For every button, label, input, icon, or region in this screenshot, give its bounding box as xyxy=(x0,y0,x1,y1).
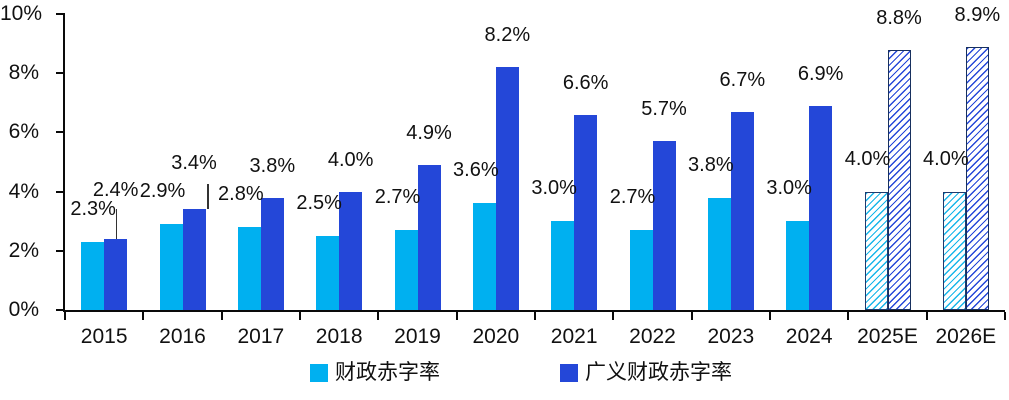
x-axis-tick xyxy=(1004,312,1006,320)
x-axis-label-2018: 2018 xyxy=(315,325,363,348)
x-axis-line xyxy=(63,310,1005,312)
x-axis-label-2021: 2021 xyxy=(550,325,598,348)
y-axis-tick xyxy=(56,249,65,252)
x-axis-tick xyxy=(142,312,145,320)
value-label-deficit-2020: 3.6% xyxy=(453,159,499,182)
x-axis-tick xyxy=(299,312,301,320)
bar-deficit-2015 xyxy=(81,241,105,310)
bar-broad-deficit-2025E xyxy=(887,49,911,310)
bar-broad-deficit-2015 xyxy=(104,238,128,310)
value-label-deficit-2024: 3.0% xyxy=(766,177,812,200)
bar-broad-deficit-2024 xyxy=(809,105,833,310)
bar-broad-deficit-2021 xyxy=(574,114,598,310)
bar-deficit-2018 xyxy=(316,236,340,310)
bar-deficit-2024 xyxy=(786,221,810,310)
x-axis-tick xyxy=(847,312,850,320)
value-label-deficit-2023: 3.8% xyxy=(688,153,734,176)
x-axis-tick xyxy=(220,312,223,320)
bar-deficit-2019 xyxy=(394,230,418,310)
y-axis-tick-label: 2% xyxy=(8,238,39,262)
bar-broad-deficit-2023 xyxy=(730,111,754,310)
legend-swatch-deficit xyxy=(310,364,328,382)
y-axis-tick-label: 10% xyxy=(0,2,43,25)
x-axis-label-2023: 2023 xyxy=(707,325,755,348)
value-label-broad-deficit-2016: 3.4% xyxy=(171,152,217,175)
x-axis-tick xyxy=(377,312,380,320)
value-label-broad-deficit-2026E: 8.9% xyxy=(954,3,1001,26)
y-axis-tick-label: 4% xyxy=(8,179,39,203)
value-label-deficit-2016: 2.9% xyxy=(139,180,186,203)
x-axis-tick xyxy=(925,312,928,320)
legend-swatch-broad-deficit xyxy=(560,364,578,382)
bar-broad-deficit-2016 xyxy=(182,209,206,310)
bar-deficit-2025E xyxy=(864,191,888,310)
y-axis-tick xyxy=(56,131,65,134)
value-label-deficit-2017: 2.8% xyxy=(218,183,264,206)
value-label-broad-deficit-2021: 6.6% xyxy=(562,71,609,94)
x-axis-label-2022: 2022 xyxy=(629,325,676,348)
y-axis-tick xyxy=(56,72,65,75)
bar-deficit-2022 xyxy=(629,230,653,310)
value-label-deficit-2018: 2.5% xyxy=(296,192,342,214)
bar-deficit-2017 xyxy=(237,227,261,310)
value-label-broad-deficit-2017: 3.8% xyxy=(249,154,296,177)
bar-deficit-2021 xyxy=(551,221,575,310)
x-axis-label-2026E: 2026E xyxy=(935,325,997,348)
label-leader-line-2016 xyxy=(207,184,209,210)
value-label-broad-deficit-2015: 2.4% xyxy=(92,178,139,201)
value-label-broad-deficit-2024: 6.9% xyxy=(797,62,844,85)
value-label-broad-deficit-2018: 4.0% xyxy=(327,148,374,171)
bar-broad-deficit-2017 xyxy=(260,197,284,310)
value-label-broad-deficit-2020: 8.2% xyxy=(484,24,531,47)
legend-item-deficit: 财政赤字率 xyxy=(310,362,440,384)
legend-item-broad-deficit: 广义财政赤字率 xyxy=(560,362,732,384)
x-axis-label-2017: 2017 xyxy=(237,325,285,348)
x-axis-label-2024: 2024 xyxy=(785,325,833,348)
x-axis-tick xyxy=(64,312,66,320)
bar-deficit-2020 xyxy=(472,203,496,310)
x-axis-tick xyxy=(690,312,693,320)
bar-broad-deficit-2020 xyxy=(495,67,519,310)
x-axis-label-2015: 2015 xyxy=(80,325,128,348)
value-label-deficit-2019: 2.7% xyxy=(374,186,421,209)
value-label-broad-deficit-2022: 5.7% xyxy=(641,98,687,121)
x-axis-label-2025E: 2025E xyxy=(857,325,918,348)
x-axis-tick xyxy=(534,312,536,320)
x-axis-label-2019: 2019 xyxy=(394,325,441,348)
bar-broad-deficit-2019 xyxy=(417,164,441,310)
x-axis-tick xyxy=(612,312,615,320)
y-axis-tick-label: 8% xyxy=(8,61,39,85)
y-axis-tick xyxy=(56,309,65,311)
y-axis-tick-label: 0% xyxy=(8,298,39,321)
value-label-deficit-2015: 2.3% xyxy=(70,197,116,220)
bar-broad-deficit-2018 xyxy=(339,191,363,310)
y-axis-tick-label: 6% xyxy=(8,120,39,144)
x-axis-tick xyxy=(769,312,771,320)
x-axis-label-2016: 2016 xyxy=(159,325,206,348)
bar-deficit-2026E xyxy=(942,191,966,310)
y-axis-tick xyxy=(56,190,65,193)
value-label-deficit-2022: 2.7% xyxy=(609,186,656,209)
bar-broad-deficit-2022 xyxy=(652,141,676,310)
x-axis-tick xyxy=(455,312,458,320)
bar-deficit-2023 xyxy=(707,197,731,310)
value-label-deficit-2021: 3.0% xyxy=(531,177,577,200)
bar-deficit-2016 xyxy=(159,224,183,310)
x-axis-label-2020: 2020 xyxy=(472,325,520,348)
label-leader-line-2015 xyxy=(115,208,118,239)
value-label-deficit-2025E: 4.0% xyxy=(844,147,891,170)
value-label-broad-deficit-2023: 6.7% xyxy=(719,68,766,91)
y-axis-tick xyxy=(56,13,65,15)
value-label-broad-deficit-2025E: 8.8% xyxy=(876,6,922,29)
value-label-broad-deficit-2019: 4.9% xyxy=(406,121,452,144)
legend-label-deficit: 财政赤字率 xyxy=(335,361,440,384)
legend-label-broad-deficit: 广义财政赤字率 xyxy=(585,361,732,384)
y-axis-line xyxy=(63,14,65,312)
value-label-deficit-2026E: 4.0% xyxy=(923,147,969,170)
bar-broad-deficit-2026E xyxy=(965,46,989,310)
